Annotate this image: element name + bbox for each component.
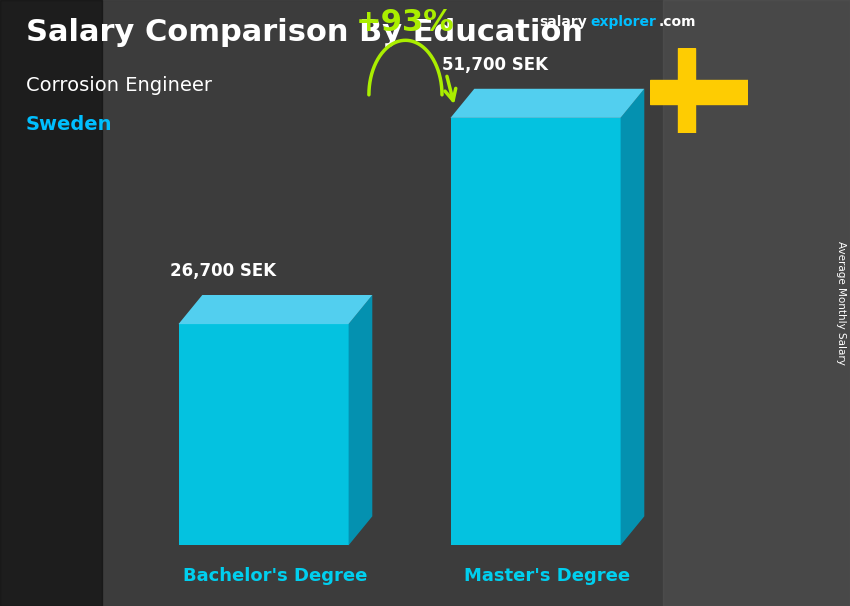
Text: explorer: explorer — [591, 15, 656, 29]
Text: Master's Degree: Master's Degree — [464, 567, 631, 585]
Text: Corrosion Engineer: Corrosion Engineer — [26, 76, 212, 95]
Bar — [0, 0, 102, 606]
Polygon shape — [450, 88, 644, 118]
Text: Average Monthly Salary: Average Monthly Salary — [836, 241, 846, 365]
Text: 26,700 SEK: 26,700 SEK — [170, 262, 276, 280]
Bar — [677, 48, 695, 133]
Polygon shape — [348, 295, 372, 545]
Text: .com: .com — [659, 15, 696, 29]
Polygon shape — [450, 118, 620, 545]
Text: 51,700 SEK: 51,700 SEK — [442, 56, 548, 74]
Text: +93%: +93% — [356, 8, 455, 38]
Polygon shape — [178, 295, 372, 324]
Text: Bachelor's Degree: Bachelor's Degree — [184, 567, 367, 585]
Polygon shape — [620, 88, 644, 545]
Bar — [650, 80, 748, 104]
Text: salary: salary — [540, 15, 587, 29]
Text: Salary Comparison By Education: Salary Comparison By Education — [26, 18, 582, 47]
Polygon shape — [178, 324, 348, 545]
Text: Sweden: Sweden — [26, 115, 112, 134]
Bar — [663, 0, 850, 606]
